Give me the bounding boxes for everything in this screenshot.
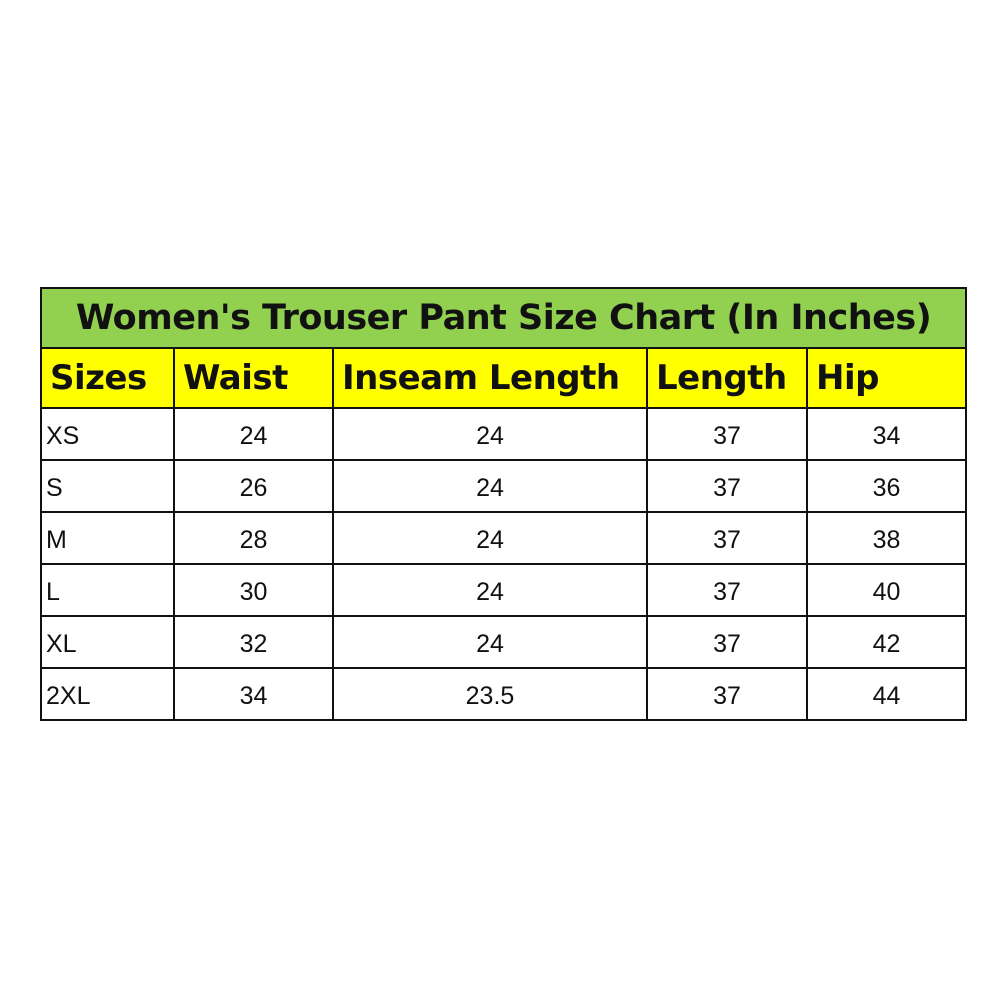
cell-length: 37 <box>646 667 808 721</box>
header-length: Length <box>646 347 808 409</box>
cell-hip: 44 <box>805 667 968 721</box>
cell-waist: 34 <box>173 667 334 721</box>
table-row: L 30 24 37 40 <box>40 563 968 617</box>
cell-waist: 32 <box>173 615 334 669</box>
cell-inseam-length: 24 <box>332 615 648 669</box>
cell-hip: 34 <box>805 407 968 461</box>
cell-inseam-length: 24 <box>332 563 648 617</box>
header-hip: Hip <box>805 347 968 409</box>
header-waist: Waist <box>173 347 334 409</box>
cell-hip: 42 <box>805 615 968 669</box>
table-row: XS 24 24 37 34 <box>40 407 968 461</box>
cell-waist: 30 <box>173 563 334 617</box>
header-sizes: Sizes <box>40 347 175 409</box>
table-row: XL 32 24 37 42 <box>40 615 968 669</box>
cell-size: XL <box>40 615 175 669</box>
cell-inseam-length: 24 <box>332 407 648 461</box>
cell-length: 37 <box>646 615 808 669</box>
cell-waist: 28 <box>173 511 334 565</box>
table-row: M 28 24 37 38 <box>40 511 968 565</box>
header-inseam-length: Inseam Length <box>332 347 648 409</box>
cell-length: 37 <box>646 563 808 617</box>
cell-size: S <box>40 459 175 513</box>
cell-inseam-length: 24 <box>332 511 648 565</box>
cell-length: 37 <box>646 407 808 461</box>
cell-size: XS <box>40 407 175 461</box>
header-row: Sizes Waist Inseam Length Length Hip <box>40 347 968 409</box>
cell-waist: 24 <box>173 407 334 461</box>
cell-length: 37 <box>646 511 808 565</box>
cell-hip: 38 <box>805 511 968 565</box>
cell-inseam-length: 24 <box>332 459 648 513</box>
cell-inseam-length: 23.5 <box>332 667 648 721</box>
cell-size: L <box>40 563 175 617</box>
cell-size: 2XL <box>40 667 175 721</box>
table-row: S 26 24 37 36 <box>40 459 968 513</box>
cell-hip: 36 <box>805 459 968 513</box>
cell-length: 37 <box>646 459 808 513</box>
chart-title: Women's Trouser Pant Size Chart (In Inch… <box>39 287 968 349</box>
cell-size: M <box>40 511 175 565</box>
cell-waist: 26 <box>173 459 334 513</box>
cell-hip: 40 <box>805 563 968 617</box>
table-row: 2XL 34 23.5 37 44 <box>40 667 968 721</box>
size-chart-table: Women's Trouser Pant Size Chart (In Inch… <box>39 287 968 721</box>
